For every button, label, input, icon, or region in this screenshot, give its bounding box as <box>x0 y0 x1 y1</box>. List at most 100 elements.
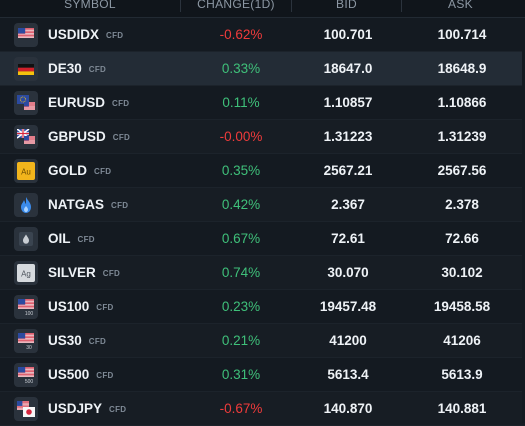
bid-price[interactable]: 18647.0 <box>323 61 373 76</box>
instrument-symbol: USDIDX CFD <box>48 18 123 51</box>
cfd-tag: CFD <box>96 371 114 380</box>
svg-text:Ag: Ag <box>21 270 31 279</box>
instrument-row-gbpusd[interactable]: GBPUSD CFD -0.00% 1.31223 1.31239 <box>0 120 525 154</box>
change-value: 0.42% <box>221 197 261 212</box>
column-divider <box>180 0 181 12</box>
column-header-symbol[interactable]: SYMBOL <box>64 0 116 11</box>
svg-text:500: 500 <box>25 379 34 384</box>
ask-price[interactable]: 72.66 <box>445 231 479 246</box>
gold-au-icon: Au <box>14 159 38 183</box>
ask-price[interactable]: 18648.9 <box>437 61 487 76</box>
instrument-symbol: EURUSD CFD <box>48 86 129 119</box>
instrument-row-de30[interactable]: DE30 CFD 0.33% 18647.0 18648.9 <box>0 52 525 86</box>
instrument-row-usdjpy[interactable]: USDJPY CFD -0.67% 140.870 140.881 <box>0 392 525 426</box>
oil-drop-icon <box>14 227 38 251</box>
change-value: 0.67% <box>221 231 261 246</box>
ask-price[interactable]: 41206 <box>443 333 481 348</box>
cfd-tag: CFD <box>96 303 114 312</box>
uk-us-flag-icon <box>14 125 38 149</box>
instrument-row-natgas[interactable]: NATGAS CFD 0.42% 2.367 2.378 <box>0 188 525 222</box>
cfd-tag: CFD <box>111 201 129 210</box>
us-japan-flag-icon <box>14 397 38 421</box>
bid-price[interactable]: 2.367 <box>331 197 365 212</box>
change-value: 0.74% <box>221 265 261 280</box>
bid-price[interactable]: 140.870 <box>323 401 373 416</box>
bid-price[interactable]: 100.701 <box>323 27 373 42</box>
change-value: 0.31% <box>221 367 261 382</box>
symbol-label: DE30 <box>48 61 82 76</box>
instrument-symbol: GOLD CFD <box>48 154 111 187</box>
change-value: 0.21% <box>221 333 261 348</box>
instrument-row-usdidx[interactable]: USDIDX CFD -0.62% 100.701 100.714 <box>0 18 525 52</box>
bid-price[interactable]: 30.070 <box>327 265 369 280</box>
instrument-symbol: GBPUSD CFD <box>48 120 130 153</box>
symbol-label: US100 <box>48 299 90 314</box>
bid-price[interactable]: 19457.48 <box>319 299 377 314</box>
ask-price[interactable]: 100.714 <box>437 27 487 42</box>
change-value: 0.35% <box>221 163 261 178</box>
bid-price[interactable]: 1.10857 <box>323 95 373 110</box>
ask-price[interactable]: 5613.9 <box>441 367 483 382</box>
cfd-tag: CFD <box>106 31 124 40</box>
cfd-tag: CFD <box>112 133 131 142</box>
bid-price[interactable]: 2567.21 <box>323 163 373 178</box>
column-header-change[interactable]: CHANGE(1D) <box>197 0 275 11</box>
ask-price[interactable]: 1.10866 <box>437 95 487 110</box>
change-value: 0.33% <box>221 61 261 76</box>
instrument-row-us500[interactable]: 500 US500 CFD 0.31% 5613.4 5613.9 <box>0 358 525 392</box>
instrument-symbol: US500 CFD <box>48 358 114 391</box>
instrument-symbol: SILVER CFD <box>48 256 120 289</box>
instrument-row-eurusd[interactable]: EURUSD CFD 0.11% 1.10857 1.10866 <box>0 86 525 120</box>
germany-flag-icon <box>14 57 38 81</box>
change-value: -0.67% <box>219 401 263 416</box>
ask-price[interactable]: 1.31239 <box>437 129 487 144</box>
eu-us-flag-icon <box>14 91 38 115</box>
symbol-label: US500 <box>48 367 90 382</box>
cfd-tag: CFD <box>88 337 107 346</box>
cfd-tag: CFD <box>88 65 107 74</box>
symbol-label: SILVER <box>48 265 96 280</box>
us-flag-100-icon: 100 <box>14 295 38 319</box>
bid-price[interactable]: 1.31223 <box>323 129 373 144</box>
ask-price[interactable]: 140.881 <box>437 401 487 416</box>
instrument-symbol: US100 CFD <box>48 290 114 323</box>
ask-price[interactable]: 30.102 <box>441 265 483 280</box>
instrument-row-silver[interactable]: Ag SILVER CFD 0.74% 30.070 30.102 <box>0 256 525 290</box>
instrument-symbol: OIL CFD <box>48 222 95 255</box>
cfd-tag: CFD <box>102 269 121 278</box>
symbol-label: USDJPY <box>48 401 103 416</box>
column-divider <box>291 0 292 12</box>
cfd-tag: CFD <box>109 405 127 414</box>
bid-price[interactable]: 72.61 <box>331 231 365 246</box>
table-header: SYMBOL CHANGE(1D) BID ASK <box>0 0 525 18</box>
symbol-label: NATGAS <box>48 197 104 212</box>
ask-price[interactable]: 19458.58 <box>433 299 491 314</box>
instrument-row-gold[interactable]: Au GOLD CFD 0.35% 2567.21 2567.56 <box>0 154 525 188</box>
ask-price[interactable]: 2.378 <box>445 197 479 212</box>
column-header-bid[interactable]: BID <box>336 0 357 11</box>
instrument-row-us30[interactable]: 30 US30 CFD 0.21% 41200 41206 <box>0 324 525 358</box>
bid-price[interactable]: 5613.4 <box>327 367 369 382</box>
us-flag-30-icon: 30 <box>14 329 38 353</box>
cfd-tag: CFD <box>94 167 112 176</box>
silver-ag-icon: Ag <box>14 261 38 285</box>
instrument-symbol: USDJPY CFD <box>48 392 126 425</box>
instrument-symbol: NATGAS CFD <box>48 188 128 221</box>
ask-price[interactable]: 2567.56 <box>437 163 487 178</box>
instrument-list: USDIDX CFD -0.62% 100.701 100.714 DE30 CFD… <box>0 18 525 426</box>
symbol-label: OIL <box>48 231 71 246</box>
column-divider <box>401 0 402 12</box>
symbol-label: USDIDX <box>48 27 100 42</box>
symbol-label: EURUSD <box>48 95 106 110</box>
svg-text:30: 30 <box>26 345 32 350</box>
column-header-ask[interactable]: ASK <box>448 0 473 11</box>
us-flag-index-icon <box>14 23 38 47</box>
svg-text:Au: Au <box>21 168 31 177</box>
change-value: 0.11% <box>222 95 260 110</box>
cfd-tag: CFD <box>77 235 95 244</box>
scrollbar[interactable] <box>522 18 525 423</box>
bid-price[interactable]: 41200 <box>329 333 367 348</box>
instrument-row-oil[interactable]: OIL CFD 0.67% 72.61 72.66 <box>0 222 525 256</box>
instrument-row-us100[interactable]: 100 US100 CFD 0.23% 19457.48 19458.58 <box>0 290 525 324</box>
